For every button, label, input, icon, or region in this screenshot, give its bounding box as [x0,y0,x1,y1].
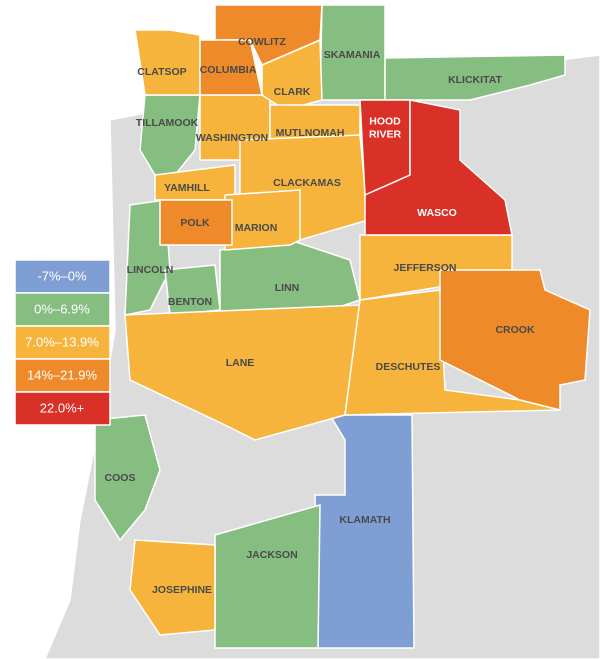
county-label: WASHINGTON [196,132,268,144]
county [159,199,233,246]
legend-swatch [14,292,111,327]
legend-swatch [14,391,111,426]
legend-label: 22.0%+ [40,400,84,415]
county [199,39,263,96]
county-labels: KLAMATH SKAMANIA KLICKITAT TILLAMOOK LINCOLN… [105,36,535,596]
county-label: HOOD RIVER [369,115,402,140]
county-label: MUTLNOMAH [276,127,345,139]
legend-swatch [14,325,111,360]
county-label: LANE [226,357,255,369]
county [124,199,171,316]
county-label: KLAMATH [339,514,390,526]
county-label: CLARK [274,86,311,98]
county-label: CLATSOP [137,66,186,78]
county-shapes [94,4,591,649]
county-label: COLUMBIA [200,64,257,76]
county [94,414,161,542]
county-label: COWLITZ [238,36,286,48]
county [364,99,513,236]
legend-label: -7%–0% [37,268,87,283]
county-label: LINCOLN [127,264,174,276]
county-label: JEFFERSON [393,262,456,274]
county-label: WASCO [417,207,457,219]
county-label: YAMHILL [164,182,210,194]
county-label: COOS [105,472,136,484]
legend-label: 7.0%–13.9% [25,334,99,349]
county [129,539,216,636]
legend-label: 14%–21.9% [27,367,98,382]
county-label-line: HOOD [369,115,401,127]
county [224,189,301,251]
county-label: KLICKITAT [448,74,502,86]
county-label: DESCHUTES [376,361,441,373]
legend: -7%–0% 0%–6.9% 7.0%–13.9% 14%–21.9% 22.0%+ [14,259,111,426]
county-label: JACKSON [246,549,297,561]
county-label: TILLAMOOK [136,117,199,129]
county-label: LINN [275,282,300,294]
county [439,269,591,411]
county-label: JOSEPHINE [152,584,212,596]
county-label-line: RIVER [369,128,402,140]
county-label: SKAMANIA [324,49,381,61]
county-label: POLK [180,217,210,229]
county [134,29,201,96]
county-label: CROOK [495,324,535,336]
county-label: CLACKAMAS [273,177,341,189]
legend-swatch [14,358,111,393]
county-label: MARION [235,222,278,234]
legend-swatch [14,259,111,294]
legend-label: 0%–6.9% [34,301,90,316]
county-label: BENTON [168,296,212,308]
counties: KLAMATH SKAMANIA KLICKITAT TILLAMOOK LINCOLN… [94,4,591,649]
